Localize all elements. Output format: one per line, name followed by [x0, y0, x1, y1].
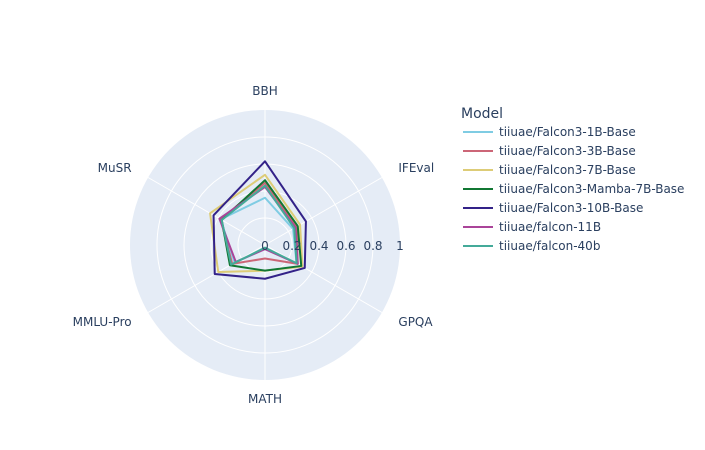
legend: Model tiiuae/Falcon3-1B-Base tiiuae/Falcon…	[461, 106, 684, 253]
axis-label-bbh: BBH	[252, 84, 278, 98]
axis-label-ifeval: IFEval	[398, 161, 434, 175]
axis-label-musr: MuSR	[98, 161, 132, 175]
radial-tick-label: 0	[261, 239, 269, 253]
radial-tick-label: 0.6	[336, 239, 355, 253]
radar-grid	[130, 110, 400, 380]
angular-gridline	[147, 244, 266, 313]
axis-labels: BBH IFEval GPQA MATH MMLU-Pro MuSR	[73, 84, 435, 406]
legend-label: tiiuae/falcon-11B	[499, 220, 601, 234]
angular-gridline	[147, 177, 266, 246]
legend-item-4[interactable]: tiiuae/Falcon3-10B-Base	[463, 201, 643, 215]
legend-label: tiiuae/Falcon3-7B-Base	[499, 163, 636, 177]
legend-item-6[interactable]: tiiuae/falcon-40b	[463, 239, 600, 253]
legend-item-3[interactable]: tiiuae/Falcon3-Mamba-7B-Base	[463, 182, 684, 196]
axis-label-gpqa: GPQA	[398, 315, 433, 329]
radial-ticks: 0 0.2 0.4 0.6 0.8 1	[261, 239, 404, 253]
radial-tick-label: 1	[396, 239, 404, 253]
legend-label: tiiuae/Falcon3-10B-Base	[499, 201, 643, 215]
series-line-5	[218, 185, 299, 265]
radial-tick-label: 0.2	[282, 239, 301, 253]
legend-label: tiiuae/Falcon3-1B-Base	[499, 125, 636, 139]
angular-gridline	[264, 177, 383, 246]
legend-item-5[interactable]: tiiuae/falcon-11B	[463, 220, 601, 234]
legend-label: tiiuae/Falcon3-Mamba-7B-Base	[499, 182, 684, 196]
legend-label: tiiuae/Falcon3-3B-Base	[499, 144, 636, 158]
radial-tick-label: 0.8	[363, 239, 382, 253]
radial-tick-label: 0.4	[309, 239, 328, 253]
legend-title: Model	[461, 106, 503, 122]
series-line-6	[220, 184, 298, 266]
legend-item-0[interactable]: tiiuae/Falcon3-1B-Base	[463, 125, 636, 139]
legend-label: tiiuae/falcon-40b	[499, 239, 600, 253]
radar-series	[209, 160, 307, 280]
legend-item-1[interactable]: tiiuae/Falcon3-3B-Base	[463, 144, 636, 158]
axis-label-math: MATH	[248, 392, 282, 406]
legend-item-2[interactable]: tiiuae/Falcon3-7B-Base	[463, 163, 636, 177]
axis-label-mmlu-pro: MMLU-Pro	[73, 315, 132, 329]
series-line-4	[212, 160, 307, 280]
